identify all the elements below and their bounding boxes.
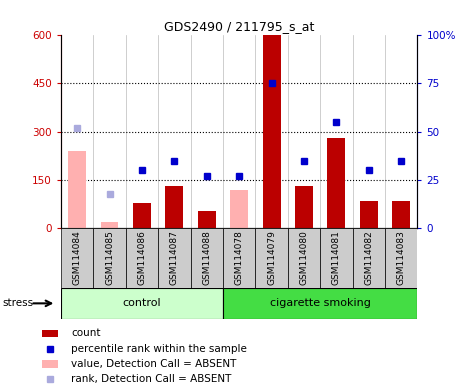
Text: stress: stress	[2, 298, 33, 308]
Text: value, Detection Call = ABSENT: value, Detection Call = ABSENT	[71, 359, 237, 369]
Bar	[42, 360, 58, 368]
Bar	[133, 203, 151, 228]
FancyBboxPatch shape	[190, 228, 223, 288]
FancyBboxPatch shape	[320, 228, 353, 288]
Bar	[230, 190, 248, 228]
Bar	[295, 187, 313, 228]
Bar	[198, 211, 216, 228]
Text: GSM114088: GSM114088	[202, 230, 212, 285]
FancyBboxPatch shape	[223, 228, 256, 288]
Text: GSM114085: GSM114085	[105, 230, 114, 285]
Text: count: count	[71, 328, 101, 338]
Text: GSM114081: GSM114081	[332, 230, 341, 285]
FancyBboxPatch shape	[61, 228, 93, 288]
Bar	[166, 187, 183, 228]
Text: GSM114083: GSM114083	[397, 230, 406, 285]
Text: GSM114079: GSM114079	[267, 230, 276, 285]
FancyBboxPatch shape	[353, 228, 385, 288]
Text: GSM114082: GSM114082	[364, 230, 373, 285]
Text: rank, Detection Call = ABSENT: rank, Detection Call = ABSENT	[71, 374, 232, 384]
Text: GSM114086: GSM114086	[137, 230, 146, 285]
Bar	[263, 35, 280, 228]
Title: GDS2490 / 211795_s_at: GDS2490 / 211795_s_at	[164, 20, 314, 33]
FancyBboxPatch shape	[126, 228, 158, 288]
FancyBboxPatch shape	[288, 228, 320, 288]
Bar	[68, 151, 86, 228]
Text: control: control	[123, 298, 161, 308]
Bar	[61, 288, 223, 319]
Text: GSM114080: GSM114080	[300, 230, 309, 285]
Bar	[360, 201, 378, 228]
Text: GSM114078: GSM114078	[234, 230, 244, 285]
Bar	[392, 201, 410, 228]
Text: GSM114084: GSM114084	[73, 230, 82, 285]
FancyBboxPatch shape	[93, 228, 126, 288]
Bar	[223, 288, 417, 319]
Text: cigarette smoking: cigarette smoking	[270, 298, 371, 308]
Text: GSM114087: GSM114087	[170, 230, 179, 285]
FancyBboxPatch shape	[385, 228, 417, 288]
Bar	[327, 138, 345, 228]
FancyBboxPatch shape	[256, 228, 288, 288]
FancyBboxPatch shape	[158, 228, 190, 288]
Text: percentile rank within the sample: percentile rank within the sample	[71, 344, 247, 354]
Bar	[42, 329, 58, 337]
Bar	[101, 222, 119, 228]
